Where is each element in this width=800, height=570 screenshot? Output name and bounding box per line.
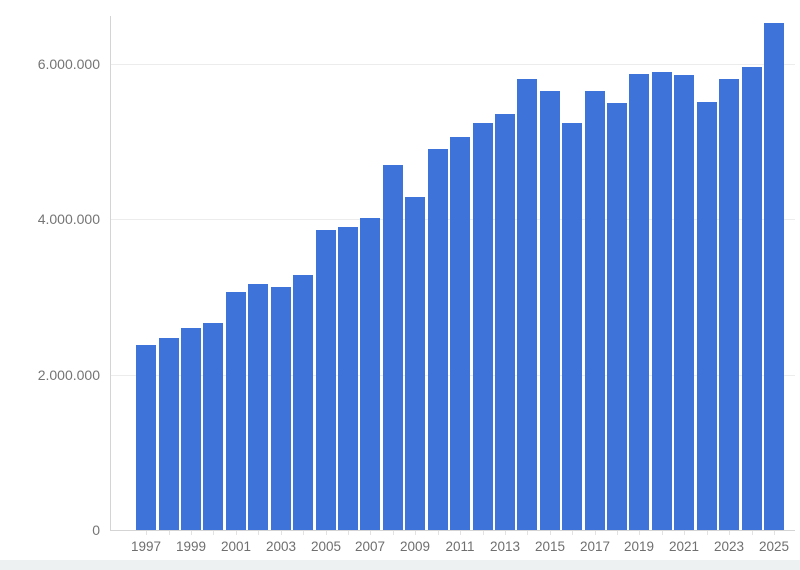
x-axis-label-2011: 2011 bbox=[445, 539, 475, 554]
x-tick-mark-2006 bbox=[348, 530, 349, 535]
x-tick-mark-2007 bbox=[370, 530, 371, 535]
x-axis-label-2019: 2019 bbox=[623, 539, 655, 554]
bar-2007[interactable] bbox=[360, 218, 380, 530]
bar-1997[interactable] bbox=[136, 345, 156, 530]
x-axis-label-2009: 2009 bbox=[399, 539, 431, 554]
bar-2019[interactable] bbox=[629, 74, 649, 530]
bar-2004[interactable] bbox=[293, 275, 313, 530]
y-axis-label-2: 4.000.000 bbox=[37, 211, 100, 227]
bar-2017[interactable] bbox=[585, 91, 605, 530]
y-axis-line bbox=[110, 16, 111, 530]
bar-2021[interactable] bbox=[674, 75, 694, 530]
bar-2015[interactable] bbox=[540, 91, 560, 530]
x-tick-mark-2024 bbox=[752, 530, 753, 535]
x-tick-mark-2003 bbox=[281, 530, 282, 535]
x-axis-label-2005: 2005 bbox=[310, 539, 342, 554]
x-tick-mark-2023 bbox=[729, 530, 730, 535]
x-tick-mark-2009 bbox=[415, 530, 416, 535]
bar-2006[interactable] bbox=[338, 227, 358, 530]
x-axis-label-2023: 2023 bbox=[713, 539, 745, 554]
x-axis-label-1999: 1999 bbox=[175, 539, 207, 554]
x-tick-mark-2016 bbox=[572, 530, 573, 535]
bar-2000[interactable] bbox=[203, 323, 223, 530]
bar-1999[interactable] bbox=[181, 328, 201, 530]
bar-2013[interactable] bbox=[495, 114, 515, 530]
x-axis-label-2001: 2001 bbox=[220, 539, 252, 554]
x-axis-label-2017: 2017 bbox=[579, 539, 611, 554]
bar-2018[interactable] bbox=[607, 103, 627, 530]
bar-2016[interactable] bbox=[562, 123, 582, 530]
y-axis-label-3: 6.000.000 bbox=[37, 56, 100, 72]
bar-2020[interactable] bbox=[652, 72, 672, 530]
x-tick-mark-2025 bbox=[774, 530, 775, 535]
bar-1998[interactable] bbox=[159, 338, 179, 530]
x-tick-mark-2021 bbox=[684, 530, 685, 535]
x-axis-label-2013: 2013 bbox=[489, 539, 521, 554]
y-axis-label-1: 2.000.000 bbox=[37, 367, 100, 383]
x-axis-label-2015: 2015 bbox=[534, 539, 566, 554]
bar-2003[interactable] bbox=[271, 287, 291, 530]
bar-2010[interactable] bbox=[428, 149, 448, 530]
x-axis-label-2003: 2003 bbox=[265, 539, 297, 554]
x-axis-baseline bbox=[110, 530, 795, 531]
x-tick-mark-2017 bbox=[595, 530, 596, 535]
y-axis-label-0: 0 bbox=[92, 522, 100, 538]
gridline-6000000 bbox=[110, 64, 795, 65]
x-tick-mark-2010 bbox=[438, 530, 439, 535]
x-tick-mark-2004 bbox=[303, 530, 304, 535]
x-tick-mark-2015 bbox=[550, 530, 551, 535]
x-tick-mark-2000 bbox=[213, 530, 214, 535]
bar-2002[interactable] bbox=[248, 284, 268, 530]
bar-2012[interactable] bbox=[473, 123, 493, 530]
x-tick-mark-1998 bbox=[169, 530, 170, 535]
footer-strip bbox=[0, 560, 800, 570]
bar-2005[interactable] bbox=[316, 230, 336, 530]
bar-2025[interactable] bbox=[764, 23, 784, 530]
x-axis-label-2007: 2007 bbox=[354, 539, 386, 554]
x-tick-mark-2022 bbox=[707, 530, 708, 535]
x-tick-mark-2008 bbox=[393, 530, 394, 535]
x-tick-mark-1997 bbox=[146, 530, 147, 535]
x-tick-mark-2020 bbox=[662, 530, 663, 535]
bar-2011[interactable] bbox=[450, 137, 470, 530]
x-tick-mark-2002 bbox=[258, 530, 259, 535]
x-tick-mark-2014 bbox=[527, 530, 528, 535]
x-axis-label-2021: 2021 bbox=[668, 539, 700, 554]
x-axis-label-1997: 1997 bbox=[130, 539, 162, 554]
bar-2023[interactable] bbox=[719, 79, 739, 530]
x-axis-label-2025: 2025 bbox=[758, 539, 790, 554]
bar-2014[interactable] bbox=[517, 79, 537, 530]
x-tick-mark-2012 bbox=[483, 530, 484, 535]
x-tick-mark-2011 bbox=[460, 530, 461, 535]
bar-2024[interactable] bbox=[742, 67, 762, 530]
bar-2009[interactable] bbox=[405, 197, 425, 530]
x-tick-mark-2019 bbox=[639, 530, 640, 535]
x-tick-mark-2013 bbox=[505, 530, 506, 535]
x-tick-mark-2005 bbox=[326, 530, 327, 535]
x-tick-mark-2001 bbox=[236, 530, 237, 535]
bar-2001[interactable] bbox=[226, 292, 246, 530]
bar-2022[interactable] bbox=[697, 102, 717, 530]
x-tick-mark-2018 bbox=[617, 530, 618, 535]
bar-2008[interactable] bbox=[383, 165, 403, 530]
x-tick-mark-1999 bbox=[191, 530, 192, 535]
